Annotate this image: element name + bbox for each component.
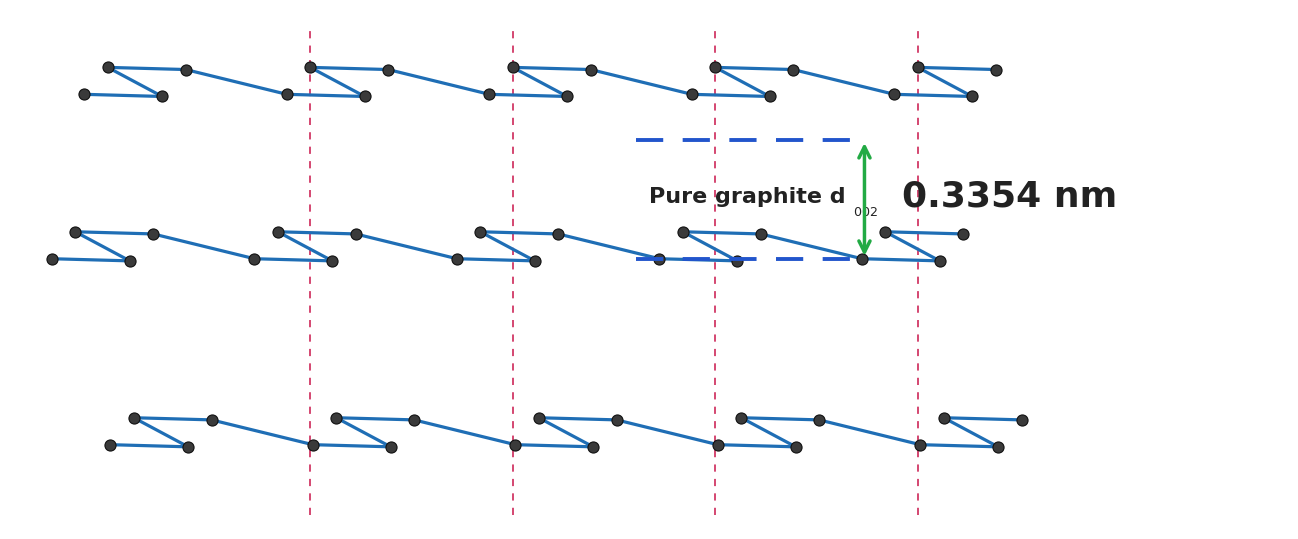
- Text: 0.3354 nm: 0.3354 nm: [902, 179, 1118, 214]
- Text: $_{002}$: $_{002}$: [853, 201, 877, 219]
- Text: Pure graphite d: Pure graphite d: [649, 186, 845, 207]
